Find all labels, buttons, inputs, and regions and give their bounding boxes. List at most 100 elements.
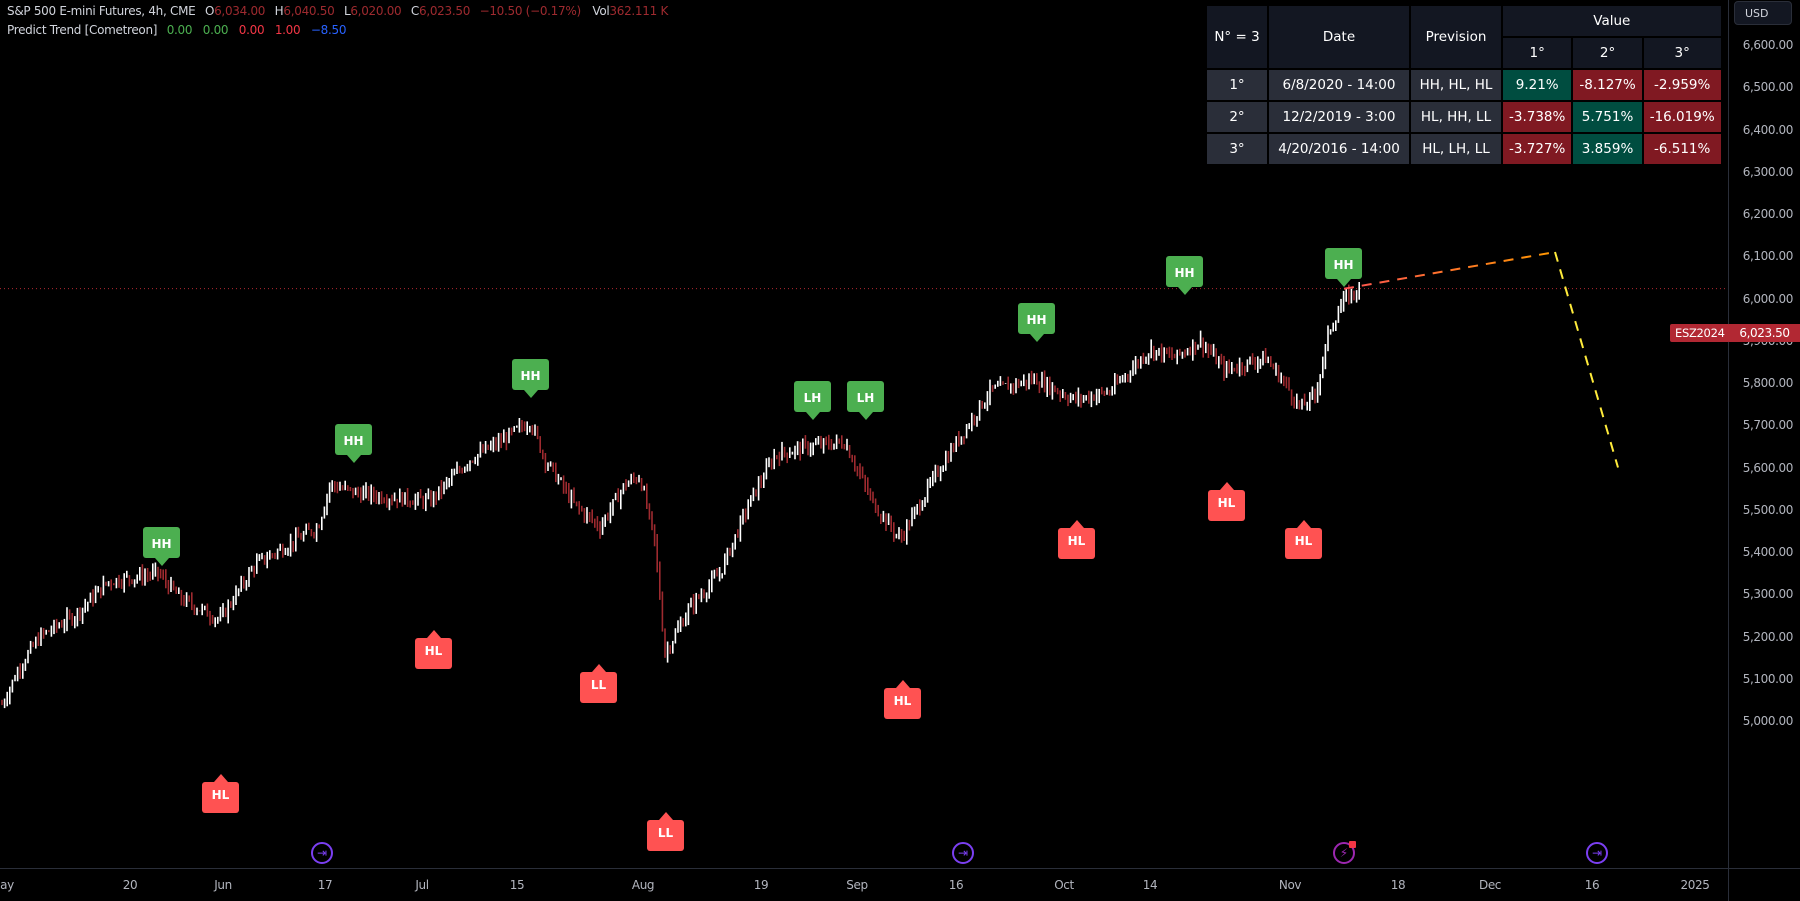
time-tick: 18 — [1390, 878, 1406, 892]
price-tick: 5,800.00 — [1742, 376, 1794, 390]
chart-legend: S&P 500 E-mini Futures, 4h, CME O6,034.0… — [7, 2, 674, 40]
prevision-cell: HL, HH, LL — [1411, 102, 1501, 132]
n-header: N° = 3 — [1207, 6, 1267, 68]
prevision-cell: HH, HL, HL — [1411, 70, 1501, 100]
candlestick-bars — [1, 282, 1360, 709]
value-cell: -3.738% — [1503, 102, 1572, 132]
pivot-marker-hh: HH — [143, 527, 180, 566]
price-tick: 5,300.00 — [1742, 587, 1794, 602]
price-tick: 6,300.00 — [1742, 164, 1794, 179]
price-tick: 5,600.00 — [1742, 460, 1794, 475]
dividend-split-icon[interactable]: ⇥ — [1586, 842, 1608, 864]
time-tick: 19 — [753, 878, 769, 892]
price-axis[interactable]: 6,600.00 6,500.00 6,400.00 6,300.00 6,200.00… — [1728, 0, 1800, 868]
low-value: 6,020.00 — [350, 4, 402, 18]
time-tick: 16 — [1584, 878, 1600, 892]
value-cell: -8.127% — [1573, 70, 1642, 100]
high-value: 6,040.50 — [283, 4, 335, 18]
time-tick: May — [0, 878, 14, 892]
prevision-header: Prevision — [1411, 6, 1501, 68]
close-value: 6,023.50 — [419, 4, 471, 18]
last-price-symbol-label: ESZ2024 — [1670, 324, 1730, 342]
indicator-legend-row[interactable]: Predict Trend [Cometreon] 0.00 0.00 0.00… — [7, 21, 674, 40]
pivot-marker-hl: HL — [1285, 520, 1322, 559]
rank-cell: 3° — [1207, 134, 1267, 164]
pivot-marker-hh: HH — [335, 424, 372, 463]
price-tick: 6,100.00 — [1742, 249, 1794, 264]
date-header: Date — [1269, 6, 1409, 68]
axis-corner[interactable] — [1728, 869, 1800, 901]
price-tick: 6,600.00 — [1742, 38, 1794, 52]
date-cell: 12/2/2019 - 3:00 — [1269, 102, 1409, 132]
price-tick: 5,100.00 — [1742, 671, 1794, 686]
symbol-title: S&P 500 E-mini Futures, 4h, CME — [7, 4, 196, 18]
pivot-marker-hl: HL — [415, 630, 452, 669]
price-tick: 5,000.00 — [1742, 714, 1794, 728]
price-tick: 5,400.00 — [1742, 545, 1794, 559]
indicator-title: Predict Trend [Cometreon] — [7, 23, 158, 37]
table-row: 2° 12/2/2019 - 3:00 HL, HH, LL -3.738% 5… — [1207, 102, 1721, 132]
change-value: −10.50 (−0.17%) — [479, 4, 582, 18]
projection-lines — [1343, 251, 1619, 468]
dividend-split-icon[interactable]: ⇥ — [311, 842, 333, 864]
pivot-marker-hh: HH — [1018, 303, 1055, 342]
price-tick: 6,000.00 — [1742, 291, 1794, 306]
volume-label: Vol — [592, 4, 610, 18]
pivot-marker-hh: HH — [512, 359, 549, 398]
time-axis[interactable]: May 20 Jun 17 Jul 15 Aug 19 Sep 16 Oct 14 Nov 18 Dec 16… — [0, 868, 1800, 901]
value-cell: -6.511% — [1643, 134, 1721, 164]
rank-cell: 1° — [1207, 70, 1267, 100]
value-cell: 9.21% — [1503, 70, 1572, 100]
value-cell: -16.019% — [1643, 102, 1721, 132]
pivot-marker-lh: LH — [794, 381, 831, 420]
value-cell: 3.859% — [1573, 134, 1642, 164]
low-label: L — [343, 4, 351, 18]
time-tick: 15 — [509, 878, 525, 892]
time-tick: Dec — [1478, 878, 1502, 892]
price-tick: 6,500.00 — [1742, 80, 1794, 95]
time-tick: 17 — [317, 878, 333, 892]
currency-button[interactable]: USD — [1734, 1, 1792, 25]
value-header: Value — [1503, 6, 1721, 36]
open-value: 6,034.00 — [214, 4, 266, 18]
date-cell: 4/20/2016 - 14:00 — [1269, 134, 1409, 164]
indicator-value-2: 0.00 — [202, 23, 229, 37]
time-tick: Jun — [214, 878, 232, 892]
price-tick: 6,200.00 — [1742, 207, 1794, 221]
price-tick: 5,200.00 — [1742, 629, 1794, 644]
price-chart-canvas[interactable] — [0, 0, 1728, 868]
value-subheader-1: 1° — [1503, 38, 1572, 68]
time-tick: 14 — [1142, 878, 1158, 892]
price-tick: 5,500.00 — [1742, 502, 1794, 517]
earnings-lightning-icon[interactable]: ⚡ — [1333, 841, 1356, 864]
prediction-table: N° = 3 Date Prevision Value 1° 2° 3° 1° … — [1205, 4, 1723, 166]
pivot-marker-hl: HL — [202, 774, 239, 813]
value-cell: -3.727% — [1503, 134, 1572, 164]
close-label: C — [410, 4, 419, 18]
time-tick: Oct — [1054, 878, 1074, 892]
time-tick: 16 — [948, 878, 964, 892]
value-subheader-2: 2° — [1573, 38, 1642, 68]
date-cell: 6/8/2020 - 14:00 — [1269, 70, 1409, 100]
indicator-value-5: −8.50 — [310, 23, 347, 37]
dividend-split-icon[interactable]: ⇥ — [952, 842, 974, 864]
indicator-value-1: 0.00 — [166, 23, 193, 37]
last-price-label: 6,023.50 — [1729, 324, 1800, 342]
volume-value: 362.111 K — [609, 4, 669, 18]
symbol-legend-row[interactable]: S&P 500 E-mini Futures, 4h, CME O6,034.0… — [7, 2, 674, 21]
pivot-marker-hh: HH — [1325, 248, 1362, 287]
price-tick: 6,400.00 — [1742, 122, 1794, 137]
pivot-marker-lh: LH — [847, 381, 884, 420]
time-tick: 2025 — [1680, 878, 1710, 892]
open-label: O — [204, 4, 215, 18]
indicator-value-3: 0.00 — [238, 23, 265, 37]
pivot-marker-ll: LL — [580, 664, 617, 703]
price-tick: 5,700.00 — [1742, 418, 1794, 433]
value-subheader-3: 3° — [1643, 38, 1721, 68]
pivot-marker-hl: HL — [884, 680, 921, 719]
time-tick: Aug — [631, 878, 655, 892]
prevision-cell: HL, LH, LL — [1411, 134, 1501, 164]
indicator-value-4: 1.00 — [274, 23, 301, 37]
time-tick: Nov — [1278, 878, 1302, 892]
pivot-marker-hh: HH — [1166, 256, 1203, 295]
